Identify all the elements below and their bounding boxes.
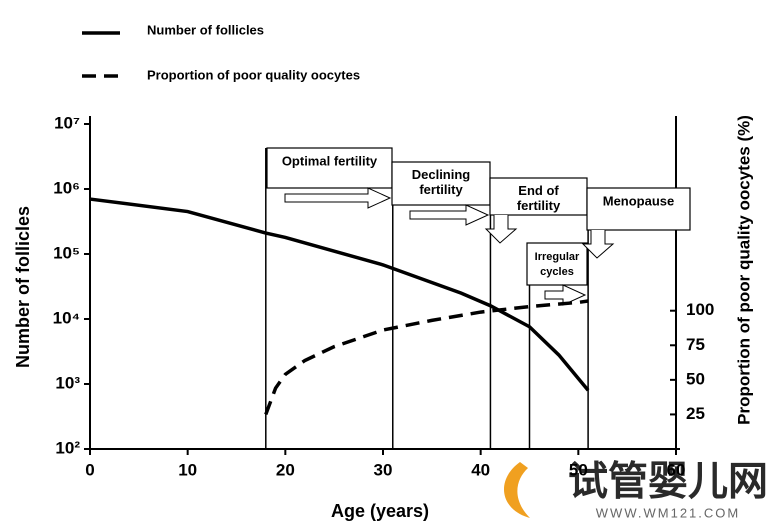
annotation: End of fertility [517,183,561,213]
y-tick-label: 10⁶ [53,178,80,197]
y2-axis-label: Proportion of poor quality oocytes (%) [734,115,753,425]
x-tick-label: 60 [667,460,686,479]
x-tick-label: 30 [374,460,393,479]
annotation-arrow [284,187,392,209]
annotation-box [489,177,588,216]
legend-label: Number of follicles [147,22,264,37]
annotation: Menopause [603,193,675,208]
y2-tick-label: 25 [686,404,705,423]
x-tick-label: 10 [178,460,197,479]
annotation: Irregular cycles [535,251,580,278]
x-tick-label: 20 [276,460,295,479]
y-tick-label: 10⁷ [54,113,80,132]
y-tick-label: 10⁴ [53,308,80,327]
annotation-arrow [409,204,490,226]
y2-tick-label: 100 [686,300,714,319]
annotation-box [526,242,588,286]
legend-label: Proportion of poor quality oocytes [147,67,360,82]
annotation-box [586,187,691,231]
x-tick-label: 0 [85,460,94,479]
series-line [264,299,589,416]
x-tick-label: 50 [569,460,588,479]
x-axis-label: Age (years) [331,501,429,521]
y-tick-label: 10⁵ [53,243,80,262]
y-tick-label: 10³ [55,373,80,392]
series-line [89,197,590,392]
y2-tick-label: 50 [686,369,705,388]
annotation-box [266,147,393,189]
annotation: Optimal fertility [282,153,378,168]
annotation-arrow [581,230,615,259]
y2-tick-label: 75 [686,335,705,354]
x-tick-label: 40 [471,460,490,479]
watermark-icon [503,462,530,518]
annotation-box [391,161,491,206]
annotation-arrow [484,215,518,244]
y-axis-label: Number of follicles [13,206,33,368]
annotation-arrow [544,284,587,306]
watermark: 试管婴儿网 [568,460,768,504]
watermark-url: WWW.WM121.COM [596,505,740,520]
y-tick-label: 10² [55,438,80,457]
annotation: Declining fertility [412,167,471,197]
